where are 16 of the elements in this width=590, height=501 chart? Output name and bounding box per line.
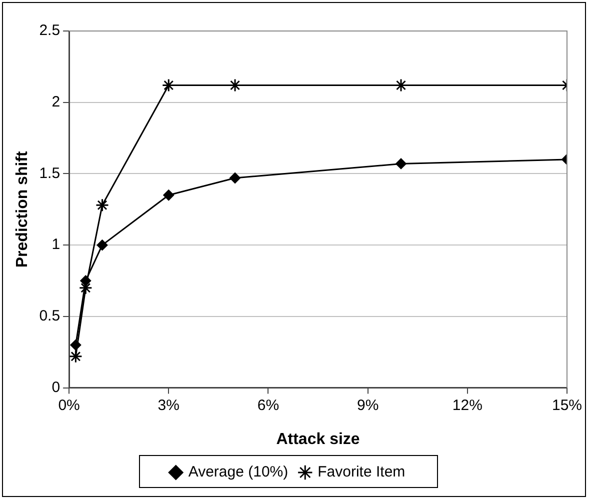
x-tick-label: 0% <box>58 396 80 414</box>
y-tick-label: 2.5 <box>39 22 60 40</box>
y-axis-title: Prediction shift <box>14 150 32 268</box>
legend-label: Favorite Item <box>318 464 406 481</box>
x-tick-label: 6% <box>257 396 280 414</box>
y-tick-label: 1.5 <box>39 164 60 182</box>
x-tick-label: 9% <box>356 396 379 414</box>
y-tick-label: 2 <box>52 94 60 110</box>
x-tick-label: 3% <box>158 396 180 414</box>
x-axis-title: Attack size <box>276 430 360 448</box>
y-tick-label: 0 <box>52 378 60 396</box>
y-tick-label: 1 <box>52 236 60 254</box>
y-tick-label: 0.5 <box>39 308 60 325</box>
legend-label: Average (10%) <box>188 464 288 481</box>
x-tick-label: 15% <box>552 396 582 414</box>
x-tick-label: 12% <box>452 396 482 414</box>
